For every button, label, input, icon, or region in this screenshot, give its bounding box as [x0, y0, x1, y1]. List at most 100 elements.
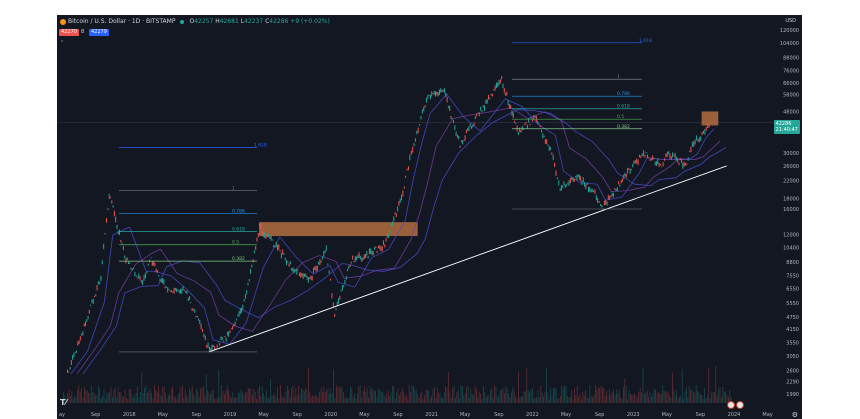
volume-bar	[382, 391, 383, 403]
currency-selector[interactable]: USD	[785, 18, 796, 24]
price-candle	[517, 131, 519, 135]
y-tick-label: 6550	[786, 286, 799, 292]
chart-panel[interactable]: 1200001040008800076000660005800048000380…	[57, 15, 802, 419]
price-candle	[394, 212, 396, 215]
volume-bar	[229, 395, 231, 403]
price-candle	[126, 257, 128, 261]
volume-bar	[165, 393, 166, 403]
event-flags[interactable]	[727, 401, 744, 409]
volume-bar	[581, 398, 582, 403]
gear-icon[interactable]: ⚙	[791, 411, 798, 419]
price-candle	[250, 268, 252, 274]
x-tick-label: May	[762, 412, 772, 418]
volume-bar	[295, 387, 297, 403]
price-candle	[185, 291, 187, 294]
volume-bar	[462, 386, 463, 403]
buy-price-button[interactable]: 42279	[89, 29, 109, 36]
volume-bar	[63, 392, 64, 403]
price-candle	[206, 344, 208, 348]
volume-bar	[519, 397, 521, 403]
volume-bar	[588, 397, 589, 403]
y-tick-label: 2290	[786, 380, 799, 386]
price-candle	[701, 131, 703, 136]
price-candle	[128, 261, 130, 264]
volume-bar	[141, 372, 143, 403]
volume-bar	[435, 397, 437, 403]
volume-bar	[327, 387, 329, 403]
price-candle	[677, 158, 679, 163]
price-candle	[413, 143, 415, 147]
volume-bar	[553, 388, 554, 403]
price-candle	[135, 275, 137, 278]
volume-bar	[112, 396, 113, 403]
volume-bar	[254, 392, 256, 403]
volume-bar	[410, 392, 411, 403]
price-candle	[679, 158, 681, 161]
us-flag-icon[interactable]	[736, 401, 744, 409]
y-tick-label: 18000	[783, 197, 799, 203]
price-candle	[499, 79, 501, 84]
volume-bar	[511, 392, 512, 403]
volume-bar	[694, 392, 696, 403]
x-tick-label: Sep	[696, 412, 705, 418]
sell-price-button[interactable]: 42270	[59, 29, 79, 36]
volume-bar	[602, 387, 603, 403]
volume-bar	[380, 391, 382, 403]
price-candle	[143, 274, 145, 281]
volume-bar	[445, 385, 446, 403]
price-candle	[491, 93, 493, 97]
symbol-title[interactable]: Bitcoin / U.S. Dollar · 1D · BITSTAMP	[68, 18, 176, 25]
y-tick-label: 3550	[786, 341, 799, 347]
price-candle	[370, 248, 372, 255]
price-candle	[386, 233, 388, 238]
volume-bar	[705, 398, 707, 403]
volume-bar	[567, 396, 568, 403]
price-candle	[690, 146, 692, 153]
tradingview-logo-icon[interactable]: T⁄	[60, 398, 67, 407]
price-candle	[138, 273, 140, 279]
volume-bar	[186, 395, 187, 403]
volume-bar	[189, 387, 190, 403]
price-candle	[306, 275, 308, 280]
volume-bar	[162, 386, 164, 403]
volume-bar	[529, 392, 530, 403]
price-candle	[559, 188, 561, 191]
volume-bar	[336, 385, 337, 403]
price-candle	[609, 196, 611, 200]
price-candle	[311, 275, 313, 281]
volume-bar	[208, 392, 210, 403]
price-candle	[153, 260, 155, 266]
volume-bar	[495, 387, 497, 403]
price-candle	[552, 154, 554, 160]
volume-bar	[728, 396, 729, 403]
volume-bar	[421, 391, 423, 403]
price-candle	[203, 333, 205, 338]
collapse-chevron-icon[interactable]: ⌃	[60, 40, 65, 46]
volume-bar	[497, 396, 498, 403]
price-candle	[97, 281, 99, 285]
price-candle	[234, 321, 236, 326]
price-candle	[634, 160, 636, 164]
price-candle	[650, 157, 652, 161]
volume-bar	[637, 397, 638, 403]
price-candle	[81, 333, 83, 336]
volume-bar	[95, 395, 96, 403]
price-candle	[177, 289, 179, 292]
price-chart[interactable]: 1200001040008800076000660005800048000380…	[57, 15, 802, 419]
volume-bar	[284, 397, 285, 403]
us-flag-icon[interactable]	[727, 401, 735, 409]
price-candle	[283, 253, 285, 255]
price-candle	[508, 103, 510, 109]
price-candle	[359, 255, 361, 260]
price-candle	[282, 249, 284, 255]
volume-bar	[635, 395, 637, 403]
price-candle	[428, 94, 430, 96]
volume-bar	[187, 396, 189, 403]
volume-bar	[130, 388, 131, 403]
price-candle	[381, 245, 383, 252]
price-candle	[568, 179, 570, 186]
price-candle	[389, 230, 391, 234]
price-candle	[297, 269, 299, 271]
volume-bar	[242, 392, 243, 403]
volume-bar	[431, 395, 432, 403]
